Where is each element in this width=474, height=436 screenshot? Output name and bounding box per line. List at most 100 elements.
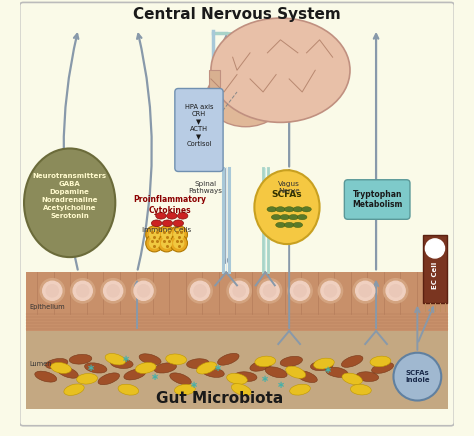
Text: HPA axis
CRH
▼
ACTH
▼
Cortisol: HPA axis CRH ▼ ACTH ▼ Cortisol <box>185 104 213 147</box>
Ellipse shape <box>84 363 107 373</box>
Circle shape <box>107 285 119 297</box>
Ellipse shape <box>293 222 302 228</box>
Circle shape <box>291 281 310 300</box>
Bar <box>26 331 448 409</box>
Ellipse shape <box>314 358 334 369</box>
Circle shape <box>324 285 337 297</box>
Ellipse shape <box>202 367 224 378</box>
Ellipse shape <box>207 66 285 127</box>
Ellipse shape <box>136 362 156 373</box>
Text: ∗: ∗ <box>324 365 332 375</box>
Ellipse shape <box>162 220 173 226</box>
Circle shape <box>353 279 377 303</box>
Text: Gut Microbiota: Gut Microbiota <box>156 391 283 406</box>
Ellipse shape <box>393 353 441 401</box>
Ellipse shape <box>46 358 68 369</box>
Ellipse shape <box>286 366 306 378</box>
Text: ∗: ∗ <box>213 363 221 373</box>
Circle shape <box>161 229 172 240</box>
Circle shape <box>40 279 64 303</box>
Bar <box>26 272 448 331</box>
Circle shape <box>158 226 175 243</box>
Ellipse shape <box>197 362 217 374</box>
Ellipse shape <box>156 213 166 219</box>
Ellipse shape <box>139 354 161 365</box>
Text: Immune Cells: Immune Cells <box>142 227 191 233</box>
Ellipse shape <box>341 355 363 368</box>
Text: ∗: ∗ <box>276 380 284 390</box>
Ellipse shape <box>151 220 162 226</box>
Circle shape <box>146 226 163 243</box>
Circle shape <box>264 285 276 297</box>
Ellipse shape <box>276 222 285 228</box>
Ellipse shape <box>98 373 119 385</box>
Text: Vagus
Nerve: Vagus Nerve <box>278 181 300 194</box>
Circle shape <box>134 281 153 300</box>
Ellipse shape <box>35 371 57 382</box>
Ellipse shape <box>69 354 92 364</box>
Circle shape <box>170 235 187 252</box>
Ellipse shape <box>231 384 251 396</box>
Ellipse shape <box>289 215 298 220</box>
Text: Spinal
Pathways: Spinal Pathways <box>188 181 222 194</box>
Ellipse shape <box>342 373 362 385</box>
Circle shape <box>104 281 123 300</box>
Text: ∗: ∗ <box>190 380 198 390</box>
Circle shape <box>77 285 89 297</box>
Ellipse shape <box>166 213 177 219</box>
Ellipse shape <box>284 207 294 212</box>
Ellipse shape <box>280 356 302 367</box>
Ellipse shape <box>296 371 317 382</box>
Ellipse shape <box>187 359 209 368</box>
Text: Lumen: Lumen <box>29 361 52 367</box>
Circle shape <box>188 279 212 303</box>
Circle shape <box>173 229 184 240</box>
Ellipse shape <box>154 363 176 373</box>
Circle shape <box>356 281 375 300</box>
Ellipse shape <box>170 373 191 385</box>
Ellipse shape <box>173 220 183 226</box>
Circle shape <box>131 279 156 303</box>
Circle shape <box>73 281 92 300</box>
Text: Neurotransmitters
GABA
Dopamine
Noradrenaline
Acetylcholine
Serotonin: Neurotransmitters GABA Dopamine Noradren… <box>33 173 107 219</box>
Ellipse shape <box>284 222 294 228</box>
Bar <box>209 70 219 123</box>
Circle shape <box>383 279 408 303</box>
Ellipse shape <box>280 215 290 220</box>
Circle shape <box>161 238 172 249</box>
Ellipse shape <box>372 362 393 373</box>
Circle shape <box>149 229 160 240</box>
Circle shape <box>71 279 95 303</box>
Circle shape <box>386 281 405 300</box>
Circle shape <box>46 285 58 297</box>
Circle shape <box>260 281 279 300</box>
Text: ∗: ∗ <box>122 354 130 364</box>
Ellipse shape <box>218 353 239 365</box>
Circle shape <box>233 285 245 297</box>
Text: SCFAs
Indole: SCFAs Indole <box>405 370 429 383</box>
Ellipse shape <box>57 366 78 378</box>
Ellipse shape <box>290 384 310 395</box>
Ellipse shape <box>110 359 133 368</box>
Ellipse shape <box>105 354 126 365</box>
Circle shape <box>173 238 184 249</box>
Ellipse shape <box>255 356 276 367</box>
Text: SCFAs: SCFAs <box>272 190 302 198</box>
Ellipse shape <box>267 207 276 212</box>
Ellipse shape <box>24 149 115 257</box>
Text: EC Cell: EC Cell <box>432 262 438 289</box>
Ellipse shape <box>310 361 333 371</box>
Circle shape <box>229 281 249 300</box>
Ellipse shape <box>276 207 285 212</box>
Circle shape <box>158 235 175 252</box>
Ellipse shape <box>124 369 146 380</box>
Ellipse shape <box>166 354 187 364</box>
Text: ∗: ∗ <box>87 363 95 373</box>
Ellipse shape <box>350 385 371 395</box>
Ellipse shape <box>64 384 84 395</box>
FancyBboxPatch shape <box>175 89 223 171</box>
Text: ∗: ∗ <box>150 371 158 382</box>
Ellipse shape <box>297 215 307 220</box>
Circle shape <box>294 285 306 297</box>
Circle shape <box>191 281 210 300</box>
